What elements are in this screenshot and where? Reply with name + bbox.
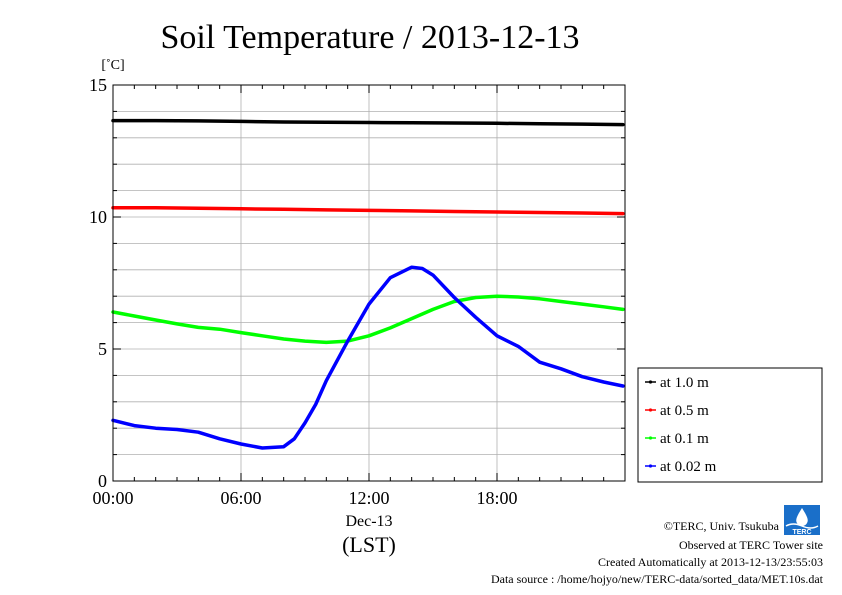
legend-label-2: at 0.1 m	[660, 431, 709, 447]
axis-ticks: 00:00 06:00 12:00 18:00 0 5 10 15	[89, 75, 626, 508]
terc-logo: TERC	[784, 505, 820, 536]
chart-title: Soil Temperature / 2013-12-13	[160, 19, 579, 56]
footer-created: Created Automatically at 2013-12-13/23:5…	[598, 555, 823, 569]
y-tick-label: 10	[89, 207, 107, 227]
footer-observed: Observed at TERC Tower site	[679, 538, 823, 552]
x-axis-label: (LST)	[342, 532, 396, 557]
x-tick-label: 00:00	[92, 488, 133, 508]
grid	[113, 85, 625, 481]
y-tick-label: 5	[98, 339, 107, 359]
series-line-0	[111, 118, 625, 127]
x-tick-label: 12:00	[348, 488, 389, 508]
legend-label-0: at 1.0 m	[660, 375, 709, 391]
logo-text: TERC	[792, 529, 811, 536]
legend-label-1: at 0.5 m	[660, 403, 709, 419]
series-line-1	[111, 206, 625, 216]
x-axis-date-label: Dec-13	[345, 513, 392, 530]
y-tick-label: 15	[89, 75, 107, 95]
series-line-2	[111, 294, 625, 345]
legend-marker-2	[648, 436, 653, 440]
wave-icon	[785, 523, 819, 529]
legend-box	[637, 367, 823, 483]
legend-marker-3	[648, 464, 653, 468]
droplet-icon	[796, 508, 808, 526]
footer-copyright: ©TERC, Univ. Tsukuba	[664, 519, 780, 533]
series-line-3	[111, 265, 625, 450]
legend-marker-1	[648, 408, 653, 412]
legend-marker-0	[648, 380, 653, 384]
legend-label-3: at 0.02 m	[660, 459, 717, 475]
legend: at 1.0 m at 0.5 m at 0.1 m at 0.02 m	[637, 367, 823, 483]
y-axis-unit: [˚C]	[101, 58, 124, 73]
x-tick-label: 06:00	[220, 488, 261, 508]
y-tick-label: 0	[98, 471, 107, 491]
series-lines	[111, 118, 625, 450]
footer-source: Data source : /home/hojyo/new/TERC-data/…	[491, 572, 824, 586]
x-tick-label: 18:00	[476, 488, 517, 508]
